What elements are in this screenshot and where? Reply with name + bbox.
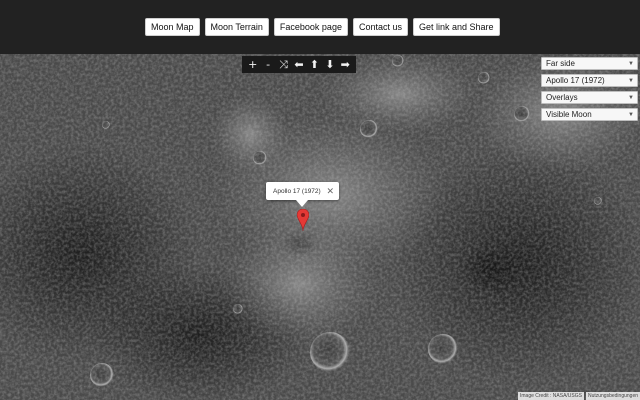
overlays-select[interactable]: Overlays ▼ xyxy=(541,91,638,104)
moon-map-button[interactable]: Moon Map xyxy=(145,18,200,36)
layer-select[interactable]: Visible Moon ▼ xyxy=(541,108,638,121)
side-select[interactable]: Far side ▼ xyxy=(541,57,638,70)
mission-select[interactable]: Apollo 17 (1972) ▼ xyxy=(541,74,638,87)
map-credits: Image Credit : NASA/USGS Nutzungsbedingu… xyxy=(518,392,640,400)
side-select-value: Far side xyxy=(546,59,575,68)
zoom-in-icon[interactable]: + xyxy=(248,58,258,71)
chevron-down-icon: ▼ xyxy=(628,94,634,101)
terms-link[interactable]: Nutzungsbedingungen xyxy=(585,392,640,400)
get-link-share-button[interactable]: Get link and Share xyxy=(412,18,500,36)
close-icon[interactable]: ✕ xyxy=(326,185,334,196)
moon-surface-image xyxy=(0,54,640,400)
chevron-down-icon: ▼ xyxy=(628,77,634,84)
chevron-down-icon: ▼ xyxy=(628,60,634,67)
info-window-tail xyxy=(296,200,308,207)
mission-select-value: Apollo 17 (1972) xyxy=(546,76,605,85)
contact-us-button[interactable]: Contact us xyxy=(352,18,408,36)
top-nav: Moon Map Moon Terrain Facebook page Cont… xyxy=(145,18,500,36)
arrow-up-icon[interactable]: ⬆ xyxy=(309,58,319,71)
arrow-right-icon[interactable]: ➡ xyxy=(340,58,350,71)
moon-terrain-button[interactable]: Moon Terrain xyxy=(204,18,269,36)
moon-map-view[interactable] xyxy=(0,54,640,400)
top-bar: Moon Map Moon Terrain Facebook page Cont… xyxy=(0,0,640,54)
map-pin-icon[interactable] xyxy=(297,209,309,231)
facebook-page-button[interactable]: Facebook page xyxy=(273,18,348,36)
chevron-down-icon: ▼ xyxy=(628,111,634,118)
info-window-title: Apollo 17 (1972) xyxy=(273,187,321,195)
layer-select-value: Visible Moon xyxy=(546,110,592,119)
zoom-out-icon[interactable]: - xyxy=(266,58,271,71)
marker-info-window: Apollo 17 (1972) ✕ xyxy=(266,182,339,207)
arrow-down-icon[interactable]: ⬇ xyxy=(325,58,335,71)
shuffle-icon[interactable]: ⤨ xyxy=(279,58,288,71)
arrow-left-icon[interactable]: ⬅ xyxy=(294,58,304,71)
map-navigation-controls: + - ⤨ ⬅ ⬆ ⬇ ➡ xyxy=(242,56,356,73)
overlays-select-value: Overlays xyxy=(546,93,578,102)
image-credit: Image Credit : NASA/USGS xyxy=(518,392,584,400)
map-dropdowns: Far side ▼ Apollo 17 (1972) ▼ Overlays ▼… xyxy=(541,57,638,121)
